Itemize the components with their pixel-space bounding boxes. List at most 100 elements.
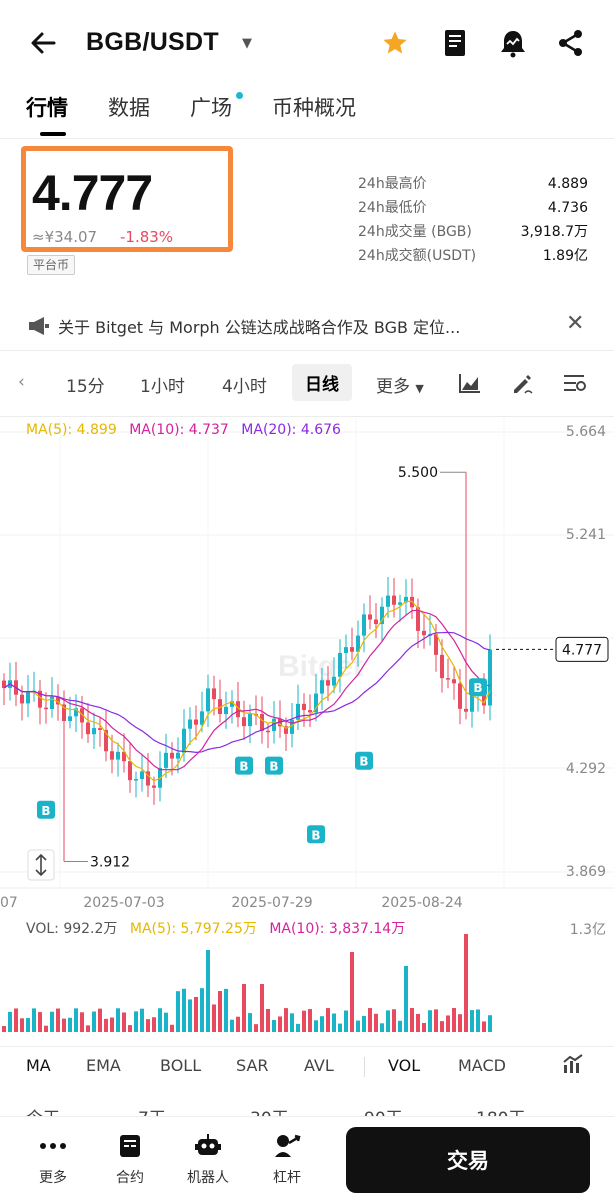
candle-body: [188, 719, 192, 729]
price-alert-icon[interactable]: [496, 26, 530, 60]
volume-bar: [344, 1010, 348, 1032]
volume-bar: [128, 1025, 132, 1032]
nav-margin[interactable]: 杠杆: [252, 1131, 322, 1187]
nav-bot[interactable]: 机器人: [173, 1131, 243, 1187]
candle-body: [326, 680, 330, 686]
candle-body: [104, 729, 108, 752]
pair-dropdown-icon[interactable]: ▼: [242, 36, 252, 51]
tab-square[interactable]: 广场: [190, 96, 232, 120]
announcement-bar[interactable]: 关于 Bitget 与 Morph 公链达成战略合作及 BGB 定位... ✕: [0, 304, 614, 348]
buy-marker-label: B: [269, 760, 278, 774]
volume-bar: [68, 1017, 72, 1032]
candle-body: [128, 761, 132, 781]
candle-body: [152, 785, 156, 788]
pair-title[interactable]: BGB/USDT: [86, 28, 219, 56]
candle-body: [386, 595, 390, 607]
interval-more[interactable]: 更多 ▼: [376, 377, 424, 397]
indicator-ma[interactable]: MA: [26, 1056, 51, 1075]
price-change: -1.83%: [120, 228, 174, 246]
candle-body: [242, 717, 246, 727]
vol-ma10: MA(10): 3,837.14万: [269, 921, 406, 937]
share-icon[interactable]: [554, 26, 588, 60]
indicator-chart-icon[interactable]: [562, 1053, 584, 1079]
indicator-macd[interactable]: MACD: [458, 1056, 506, 1075]
tab-market[interactable]: 行情: [26, 96, 68, 120]
candlestick-chart[interactable]: Bitget B B B B B B 5.664 5.241 4.292 3.869 07 2025…: [0, 418, 614, 1046]
indicator-sar[interactable]: SAR: [236, 1056, 269, 1075]
volume-bar: [338, 1023, 342, 1032]
volume-bar: [404, 966, 408, 1032]
volume-bar: [20, 1018, 24, 1032]
notebook-icon[interactable]: [438, 26, 472, 60]
y-tick-label: 3.869: [566, 864, 606, 880]
volume-bar: [230, 1019, 234, 1032]
volume-bar: [464, 934, 468, 1032]
volume-bar: [470, 1010, 474, 1032]
stat-label: 24h最低价: [358, 200, 427, 216]
candle-body: [440, 654, 444, 679]
interval-1h[interactable]: 1小时: [140, 377, 185, 397]
volume-bar: [416, 1013, 420, 1032]
candle-body: [446, 678, 450, 680]
chart-type-icon[interactable]: [458, 372, 484, 396]
volume-bar: [428, 1010, 432, 1032]
megaphone-icon: [28, 316, 50, 336]
volume-bar: [410, 1008, 414, 1032]
volume-bar: [278, 1016, 282, 1032]
ma5-line: [3, 600, 491, 782]
candle-body: [200, 711, 204, 725]
candle-body: [452, 679, 456, 684]
interval-1d[interactable]: 日线: [292, 364, 352, 401]
star-icon[interactable]: [378, 26, 412, 60]
candle-body: [470, 695, 474, 712]
candle-body: [416, 607, 420, 631]
last-price: 4.777: [32, 165, 153, 221]
nav-more[interactable]: 更多: [18, 1131, 88, 1187]
volume-bar: [50, 1011, 54, 1032]
candle-body: [272, 718, 276, 732]
volume-bar: [140, 1008, 144, 1032]
candle-body: [170, 752, 174, 759]
volume-bar: [242, 984, 246, 1032]
stat-value: 1.89亿: [542, 248, 588, 264]
indicator-vol[interactable]: VOL: [388, 1056, 421, 1075]
active-tab-indicator: [40, 132, 66, 136]
candle-body: [338, 652, 342, 677]
draw-tool-icon[interactable]: [510, 372, 536, 396]
nav-futures[interactable]: 合约: [95, 1131, 165, 1187]
volume-bar: [200, 988, 204, 1032]
volume-bar: [80, 1012, 84, 1032]
interval-15m[interactable]: 15分: [66, 377, 105, 397]
candle-body: [284, 726, 288, 734]
stat-label: 24h成交量 (BGB): [358, 224, 472, 240]
low-price-label: 3.912: [90, 854, 130, 870]
tab-coin-overview[interactable]: 币种概况: [272, 96, 356, 120]
trade-button[interactable]: 交易: [346, 1127, 590, 1193]
volume-bar: [446, 1015, 450, 1032]
indicator-boll[interactable]: BOLL: [160, 1056, 202, 1075]
chart-canvas[interactable]: Bitget B B B B B B 5.664 5.241 4.292 3.869 07 2025…: [0, 418, 614, 1046]
candle-body: [194, 719, 198, 725]
divider: [0, 350, 614, 351]
interval-4h[interactable]: 4小时: [222, 377, 267, 397]
volume-bar: [212, 1004, 216, 1032]
vol-legend: VOL: 992.2万 MA(5): 5,797.25万 MA(10): 3,8…: [26, 918, 413, 938]
announcement-text[interactable]: 关于 Bitget 与 Morph 公链达成战略合作及 BGB 定位...: [58, 318, 461, 337]
indicator-ema[interactable]: EMA: [86, 1056, 121, 1075]
volume-bar: [116, 1008, 120, 1032]
indicator-settings-icon[interactable]: [562, 372, 588, 396]
vol-value: VOL: 992.2万: [26, 921, 118, 937]
nav-label: 合约: [116, 1170, 144, 1186]
indicator-avl[interactable]: AVL: [304, 1056, 334, 1075]
candle-body: [362, 614, 366, 636]
volume-bar: [8, 1011, 12, 1032]
stat-row: 24h最高价 4.889: [358, 172, 588, 196]
back-arrow-icon[interactable]: [28, 26, 58, 60]
candle-body: [62, 704, 66, 722]
current-price-text: 4.777: [562, 642, 602, 658]
tab-data[interactable]: 数据: [108, 96, 150, 120]
candle-body: [146, 771, 150, 786]
close-icon[interactable]: ✕: [566, 311, 585, 336]
highlight-box: [21, 146, 233, 252]
candle-body: [212, 688, 216, 700]
